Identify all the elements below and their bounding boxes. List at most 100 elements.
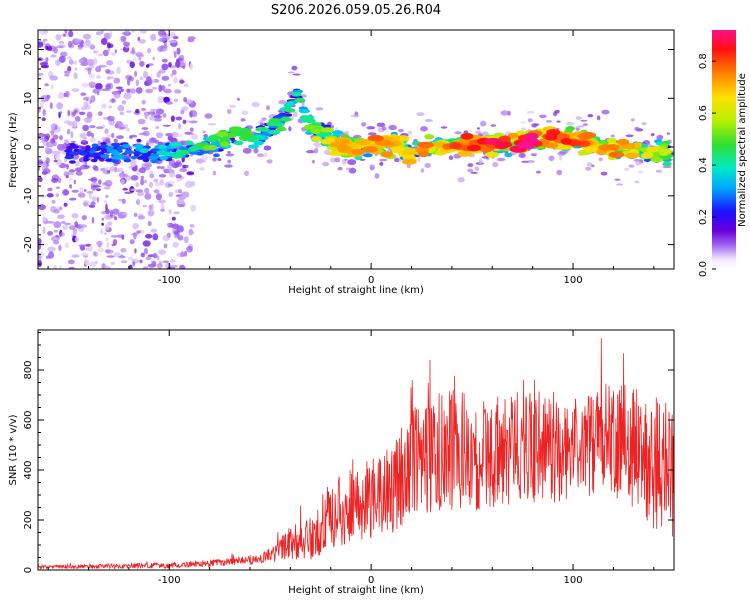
noise-speckle [58, 41, 65, 44]
noise-speckle [53, 265, 57, 269]
noise-speckle [114, 216, 118, 221]
snr-ytick-label: 600 [23, 410, 34, 429]
noise-speckle [68, 59, 74, 65]
noise-speckle [105, 203, 108, 211]
signal-blob [111, 159, 119, 163]
noise-speckle [124, 191, 133, 194]
haze-blob [160, 166, 165, 170]
haze-blob [90, 137, 96, 143]
signal-blob [169, 142, 181, 147]
haze-blob [105, 137, 111, 142]
signal-blob [507, 132, 519, 139]
signal-blob [133, 151, 143, 155]
noise-speckle [55, 193, 59, 198]
haze-blob [553, 111, 558, 117]
signal-blob [310, 128, 321, 134]
signal-blob [545, 133, 558, 141]
snr-panel: -100 0 100 0 200 400 600 800 Height of straight… [8, 329, 675, 596]
haze-blob [173, 162, 183, 167]
signal-blob [133, 143, 144, 149]
signal-blob [515, 130, 526, 136]
noise-speckle [119, 111, 125, 116]
haze-blob [583, 123, 588, 126]
noise-speckle [38, 260, 42, 267]
haze-blob [227, 150, 231, 154]
noise-speckle [62, 224, 68, 231]
noise-speckle [179, 80, 185, 84]
signal-blob [83, 158, 89, 162]
noise-speckle [190, 204, 197, 212]
noise-speckle [86, 111, 93, 119]
noise-speckle [107, 48, 111, 52]
haze-blob [38, 160, 44, 165]
haze-blob [241, 110, 249, 116]
noise-speckle [49, 187, 53, 191]
haze-blob [71, 140, 76, 143]
haze-blob [408, 130, 412, 135]
noise-speckle [60, 51, 68, 57]
noise-speckle [173, 36, 177, 39]
noise-speckle [38, 41, 44, 48]
signal-blob [141, 152, 149, 156]
haze-blob [306, 150, 315, 154]
haze-blob [656, 134, 664, 141]
signal-blob [662, 161, 672, 167]
noise-speckle [189, 231, 195, 235]
haze-blob [225, 153, 235, 157]
haze-blob [291, 65, 298, 71]
noise-speckle [111, 243, 116, 247]
haze-blob [634, 126, 640, 131]
haze-blob [624, 168, 630, 171]
noise-speckle [180, 251, 185, 258]
haze-blob [497, 157, 506, 162]
noise-speckle [170, 115, 175, 122]
noise-speckle [158, 84, 163, 93]
noise-speckle [78, 58, 85, 64]
haze-blob [89, 125, 96, 129]
noise-speckle [163, 243, 168, 249]
noise-speckle [182, 191, 190, 198]
noise-speckle [123, 41, 130, 47]
noise-speckle [67, 110, 70, 117]
haze-blob [311, 160, 316, 164]
noise-speckle [109, 166, 117, 172]
haze-blob [153, 115, 163, 119]
signal-blob [85, 145, 91, 149]
noise-speckle [101, 217, 105, 221]
noise-speckle [125, 30, 129, 34]
noise-speckle [97, 247, 105, 253]
haze-blob [504, 150, 509, 154]
haze-blob [521, 127, 526, 131]
haze-blob [251, 101, 260, 108]
haze-blob [379, 161, 384, 166]
noise-speckle [81, 215, 88, 221]
noise-speckle [107, 76, 111, 80]
signal-blob [322, 124, 331, 129]
signal-blob [122, 144, 131, 149]
noise-speckle [104, 223, 110, 231]
haze-blob [193, 111, 197, 118]
noise-speckle [187, 38, 195, 43]
haze-blob [50, 130, 55, 136]
noise-speckle [101, 103, 107, 109]
haze-blob [301, 101, 305, 107]
noise-speckle [73, 179, 77, 185]
noise-speckle [114, 49, 118, 54]
noise-speckle [90, 201, 96, 206]
noise-speckle [183, 83, 189, 88]
noise-speckle [71, 121, 78, 128]
noise-speckle [144, 187, 150, 194]
signal-blob [178, 146, 188, 151]
spec-ytick-label: -20 [23, 236, 34, 252]
haze-blob [155, 125, 160, 130]
noise-speckle [133, 232, 137, 240]
signal-blob [608, 151, 625, 158]
signal-blob [274, 122, 285, 127]
haze-blob [388, 124, 397, 131]
noise-speckle [160, 35, 166, 38]
noise-speckle [141, 99, 146, 105]
signal-blob [294, 97, 306, 103]
haze-blob [253, 148, 259, 154]
noise-speckle [70, 131, 74, 139]
